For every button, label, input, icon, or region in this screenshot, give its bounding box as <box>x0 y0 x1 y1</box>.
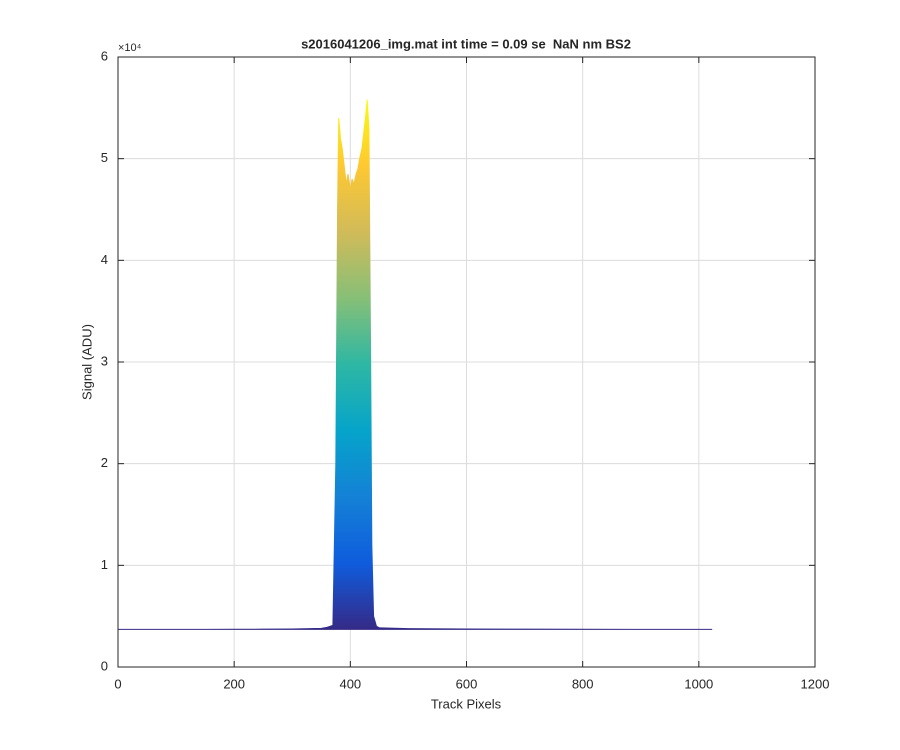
chart-title: s2016041206_img.mat int time = 0.09 se N… <box>301 36 631 51</box>
x-axis-label: Track Pixels <box>431 696 502 711</box>
y-tick-label: 5 <box>101 150 108 165</box>
x-tick-label: 800 <box>572 676 594 691</box>
x-tick-label: 1000 <box>684 676 713 691</box>
y-tick-label: 6 <box>101 48 108 63</box>
y-axis-label: Signal (ADU) <box>79 324 94 400</box>
y-tick-label: 2 <box>101 455 108 470</box>
area <box>118 99 713 630</box>
y-tick-label: 1 <box>101 557 108 572</box>
x-tick-label: 0 <box>114 676 121 691</box>
x-tick-label: 200 <box>223 676 245 691</box>
axes-box <box>117 56 816 668</box>
y-tick-label: 3 <box>101 353 108 368</box>
x-tick-label: 400 <box>339 676 361 691</box>
y-tick-label: 4 <box>101 252 108 267</box>
x-tick-label: 1200 <box>801 676 830 691</box>
x-tick-label: 600 <box>456 676 478 691</box>
y-tick-label: 0 <box>101 658 108 673</box>
y-exponent-label: ×10⁴ <box>118 42 142 54</box>
